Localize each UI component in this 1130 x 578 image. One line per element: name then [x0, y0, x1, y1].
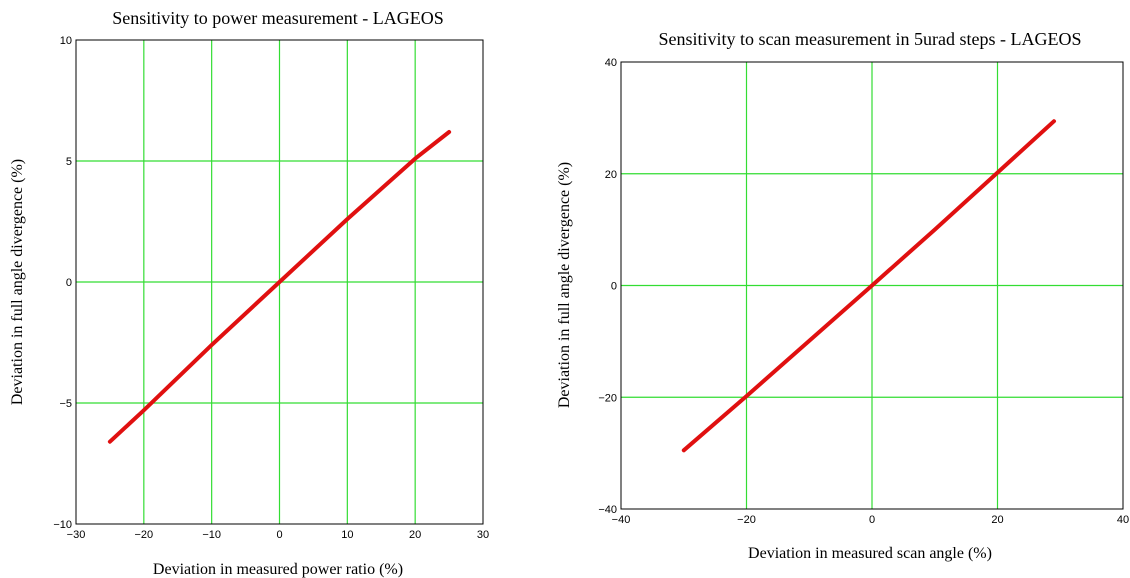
power-sensitivity-chart: Sensitivity to power measurement - LAGEO…: [9, 8, 489, 578]
series-line: [107, 130, 452, 444]
x-tick-label: 40: [1117, 514, 1129, 526]
x-axis-label: Deviation in measured power ratio (%): [153, 561, 403, 578]
x-tick-label: −30: [67, 529, 86, 541]
x-tick-label: −40: [612, 514, 631, 526]
y-axis-label: Deviation in full angle divergence (%): [556, 162, 573, 408]
x-axis-label: Deviation in measured scan angle (%): [748, 545, 992, 562]
x-tick-label: 30: [477, 529, 489, 541]
x-tick-label: 0: [869, 514, 875, 526]
y-tick-label: 10: [60, 35, 72, 47]
x-tick-label: 20: [409, 529, 421, 541]
scan-sensitivity-chart: Sensitivity to scan measurement in 5urad…: [556, 29, 1129, 562]
y-tick-label: −10: [53, 519, 72, 531]
plot-frame: [75, 39, 484, 525]
x-tick-label: −20: [737, 514, 756, 526]
plot-frame: [620, 61, 1124, 510]
chart-title: Sensitivity to power measurement - LAGEO…: [112, 8, 443, 28]
x-tick-label: 20: [991, 514, 1003, 526]
x-tick-label: 10: [341, 529, 353, 541]
y-tick-label: −40: [598, 504, 617, 516]
x-tick-label: −10: [202, 529, 221, 541]
y-tick-label: 40: [605, 57, 617, 69]
x-tick-label: 0: [276, 529, 282, 541]
y-tick-label: 0: [66, 277, 72, 289]
series-line: [681, 119, 1056, 453]
chart-title: Sensitivity to scan measurement in 5urad…: [659, 29, 1082, 49]
y-tick-label: 5: [66, 156, 72, 168]
y-tick-label: 0: [611, 281, 617, 293]
x-tick-label: −20: [134, 529, 153, 541]
y-tick-label: 20: [605, 169, 617, 181]
y-tick-label: −20: [598, 392, 617, 404]
y-axis-label: Deviation in full angle divergence (%): [9, 159, 26, 405]
y-tick-label: −5: [59, 398, 72, 410]
